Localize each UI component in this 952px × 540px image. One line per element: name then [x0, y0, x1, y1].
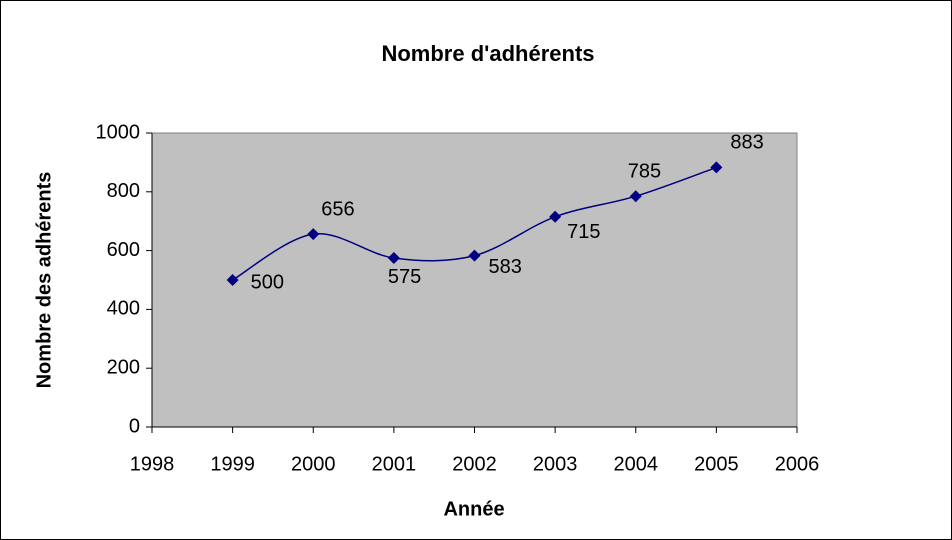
y-tick-label: 0 — [129, 415, 140, 437]
chart-title: Nombre d'adhérents — [381, 41, 594, 66]
data-point — [387, 251, 400, 264]
y-tick-label: 800 — [107, 180, 140, 202]
data-point — [468, 249, 481, 262]
x-tick-label: 2003 — [533, 453, 578, 475]
data-label: 883 — [730, 132, 763, 154]
data-label: 575 — [388, 266, 421, 288]
data-label: 500 — [251, 271, 284, 293]
y-tick-label: 1000 — [96, 121, 141, 143]
data-point — [226, 274, 239, 286]
data-label: 715 — [567, 221, 600, 243]
x-tick-label: 2006 — [775, 453, 820, 475]
x-tick-label: 2004 — [614, 453, 659, 475]
x-tick-label: 2001 — [372, 453, 417, 475]
y-tick-label: 600 — [107, 239, 140, 261]
data-label: 785 — [628, 160, 661, 182]
data-point — [710, 161, 723, 174]
data-label: 583 — [489, 256, 522, 278]
data-point — [307, 228, 320, 241]
x-tick-label: 2000 — [291, 453, 336, 475]
data-point — [549, 210, 562, 223]
data-label: 656 — [321, 198, 354, 220]
y-tick-label: 200 — [107, 356, 140, 378]
x-tick-label: 1999 — [210, 453, 255, 475]
x-tick-label: 2002 — [452, 453, 497, 475]
x-axis-label: Année — [443, 498, 504, 520]
x-tick-label: 1998 — [130, 453, 175, 475]
x-tick-label: 2005 — [694, 453, 739, 475]
y-axis-label: Nombre des adhérents — [33, 172, 55, 389]
y-tick-label: 400 — [107, 298, 140, 320]
plot-area — [151, 132, 798, 428]
data-point — [629, 190, 642, 203]
